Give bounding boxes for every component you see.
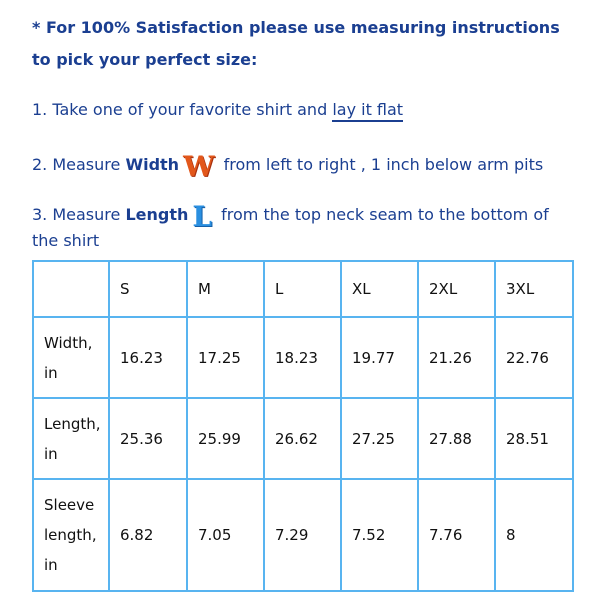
header-cell: L xyxy=(263,260,342,318)
step-3-continued: the shirt xyxy=(32,231,100,250)
row-label: Length, in xyxy=(32,397,110,480)
label-line: Sleeve xyxy=(44,496,95,514)
label-line: Length, xyxy=(44,414,101,433)
step-1: 1. Take one of your favorite shirt and l… xyxy=(32,100,404,122)
cell: 7.52 xyxy=(340,478,419,592)
header-cell: M xyxy=(186,260,265,318)
length-label: Length xyxy=(125,205,189,224)
step-text: 1. Take one of your favorite shirt and xyxy=(32,100,333,119)
cell: 27.25 xyxy=(340,397,419,480)
cell: 27.88 xyxy=(417,397,496,480)
label-line: length, xyxy=(44,526,97,544)
cell: 7.29 xyxy=(263,478,342,592)
width-label: Width xyxy=(125,155,180,174)
cell: 8 xyxy=(494,478,574,592)
step-3: 3. Measure Length L from the top neck sea… xyxy=(32,200,549,233)
intro-line-1: * For 100% Satisfaction please use measu… xyxy=(32,18,560,37)
cell: 7.76 xyxy=(417,478,496,592)
cell: 28.51 xyxy=(494,397,574,480)
step-text: 3. Measure xyxy=(32,205,126,224)
cell: 25.99 xyxy=(186,397,265,480)
header-cell: 2XL xyxy=(417,260,496,318)
table-row: Length, in 25.36 25.99 26.62 27.25 27.88 … xyxy=(32,397,574,480)
table-row: Width, in 16.23 17.25 18.23 19.77 21.26 2… xyxy=(32,316,574,399)
table-row: Sleeve length, in 6.82 7.05 7.29 7.52 7.76… xyxy=(32,478,574,592)
cell: 16.23 xyxy=(108,316,188,399)
label-line: in xyxy=(44,363,58,382)
width-w-icon: W xyxy=(183,150,215,183)
header-cell: 3XL xyxy=(494,260,574,318)
label-line: in xyxy=(44,556,58,574)
header-cell: S xyxy=(108,260,188,318)
cell: 25.36 xyxy=(108,397,188,480)
cell: 18.23 xyxy=(263,316,342,399)
length-l-icon: L xyxy=(192,200,213,233)
label-line: in xyxy=(44,444,58,463)
size-chart-table: S M L XL 2XL 3XL Width, in 16.23 17.25 18… xyxy=(32,260,574,592)
step-text: from the top neck seam to the bottom of xyxy=(216,205,549,224)
cell: 26.62 xyxy=(263,397,342,480)
lay-it-flat-link[interactable]: lay it flat xyxy=(332,100,404,122)
row-label: Sleeve length, in xyxy=(32,478,110,592)
intro-line-2: to pick your perfect size: xyxy=(32,50,258,69)
header-cell xyxy=(32,260,110,318)
step-2: 2. Measure Width W from left to right , 1… xyxy=(32,150,543,183)
cell: 21.26 xyxy=(417,316,496,399)
cell: 17.25 xyxy=(186,316,265,399)
cell: 7.05 xyxy=(186,478,265,592)
label-line: Width, xyxy=(44,333,93,352)
cell: 6.82 xyxy=(108,478,188,592)
cell: 19.77 xyxy=(340,316,419,399)
row-label: Width, in xyxy=(32,316,110,399)
step-text: from left to right , 1 inch below arm pi… xyxy=(218,155,544,174)
step-text: 2. Measure xyxy=(32,155,126,174)
header-row: S M L XL 2XL 3XL xyxy=(32,260,574,318)
cell: 22.76 xyxy=(494,316,574,399)
header-cell: XL xyxy=(340,260,419,318)
